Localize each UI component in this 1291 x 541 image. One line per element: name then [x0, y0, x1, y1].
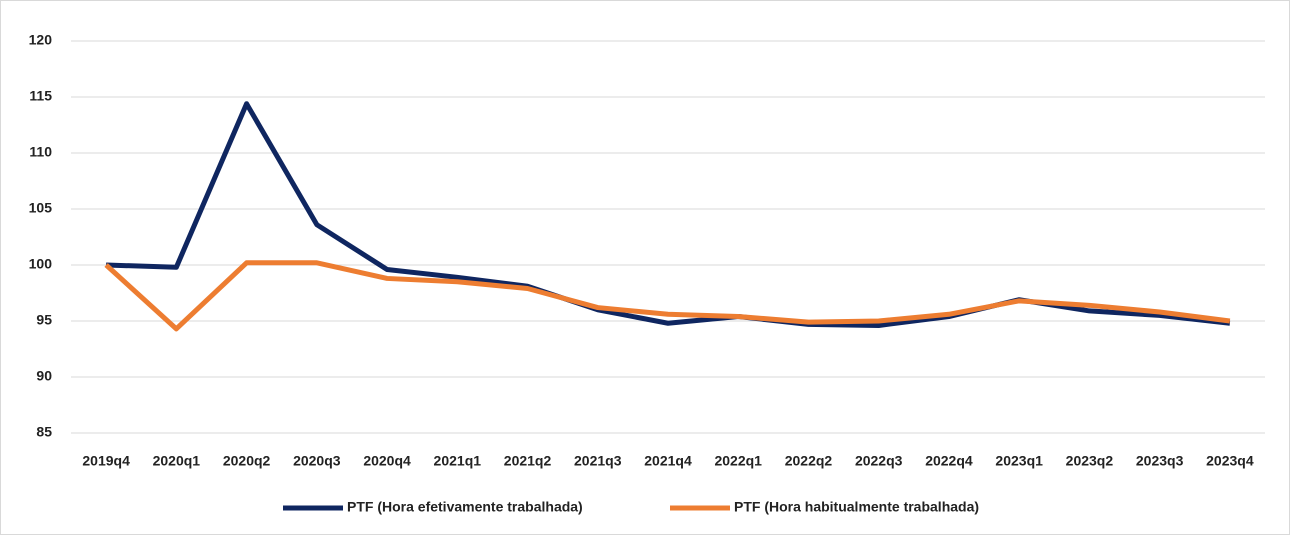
legend-label: PTF (Hora efetivamente trabalhada): [347, 499, 583, 515]
x-tick-label: 2020q2: [223, 453, 271, 469]
x-tick-label: 2022q4: [925, 453, 973, 469]
x-tick-label: 2021q2: [504, 453, 552, 469]
legend-label: PTF (Hora habitualmente trabalhada): [734, 499, 979, 515]
series-line: [104, 260, 1231, 332]
y-tick-label: 90: [36, 368, 52, 384]
x-tick-label: 2020q4: [363, 453, 411, 469]
y-tick-label: 100: [29, 256, 53, 272]
y-tick-label: 110: [29, 144, 52, 160]
x-tick-label: 2023q3: [1136, 453, 1184, 469]
x-tick-label: 2021q3: [574, 453, 622, 469]
x-tick-label: 2022q1: [714, 453, 762, 469]
x-tick-label: 2022q2: [785, 453, 833, 469]
x-tick-label: 2022q3: [855, 453, 903, 469]
y-tick-label: 95: [36, 312, 52, 328]
y-tick-label: 120: [29, 32, 53, 48]
x-tick-label: 2021q1: [434, 453, 482, 469]
x-tick-label: 2021q4: [644, 453, 692, 469]
x-tick-label: 2023q2: [1066, 453, 1114, 469]
x-tick-label: 2019q4: [82, 453, 130, 469]
x-tick-label: 2020q1: [153, 453, 201, 469]
y-tick-label: 105: [29, 200, 53, 216]
x-tick-label: 2020q3: [293, 453, 341, 469]
x-tick-label: 2023q4: [1206, 453, 1254, 469]
y-tick-label: 115: [29, 88, 52, 104]
y-tick-label: 85: [36, 424, 52, 440]
x-tick-label: 2023q1: [995, 453, 1043, 469]
